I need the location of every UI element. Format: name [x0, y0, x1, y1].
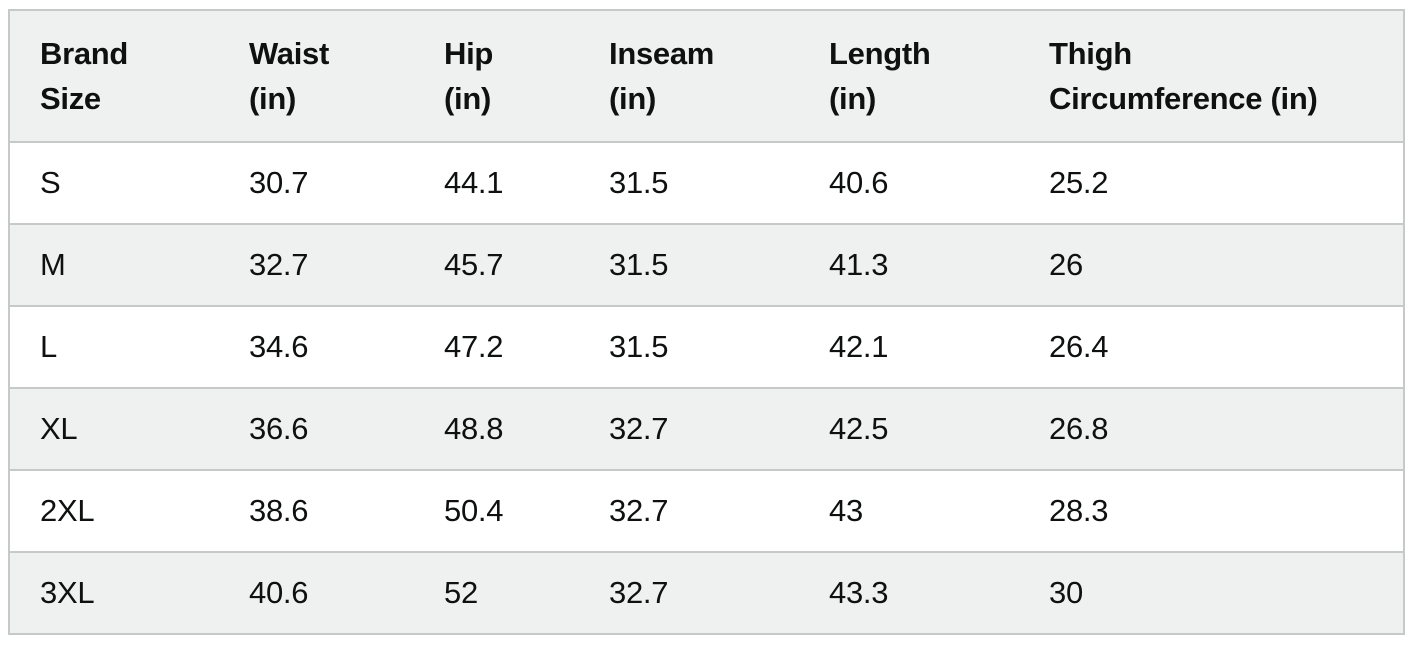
table-row-size-3xl: 3XL 40.6 52 32.7 43.3 30 — [9, 552, 1404, 634]
cell-hip: 47.2 — [444, 329, 504, 364]
cell-inseam: 31.5 — [609, 247, 669, 282]
cell-waist: 34.6 — [249, 329, 309, 364]
table-row-size-2xl: 2XL 38.6 50.4 32.7 43 28.3 — [9, 470, 1404, 552]
cell-length: 41.3 — [829, 247, 889, 282]
header-row: Brand Size Waist (in) Hip (in) Inseam (i… — [9, 10, 1404, 142]
cell-length: 40.6 — [829, 165, 889, 200]
cell-brand-size: S — [40, 165, 61, 200]
header-line: Length — [829, 36, 931, 71]
column-header-inseam: Inseam (in) — [579, 10, 799, 142]
cell-waist: 40.6 — [249, 575, 309, 610]
cell-inseam: 31.5 — [609, 329, 669, 364]
cell-hip: 44.1 — [444, 165, 504, 200]
column-header-length: Length (in) — [799, 10, 1019, 142]
cell-inseam: 31.5 — [609, 165, 669, 200]
cell-hip: 45.7 — [444, 247, 504, 282]
cell-hip: 48.8 — [444, 411, 504, 446]
header-line: (in) — [249, 81, 296, 116]
table-row-size-xl: XL 36.6 48.8 32.7 42.5 26.8 — [9, 388, 1404, 470]
cell-brand-size: XL — [40, 411, 78, 446]
cell-waist: 32.7 — [249, 247, 309, 282]
header-line: Size — [40, 81, 101, 116]
cell-thigh-circumference: 25.2 — [1049, 165, 1109, 200]
cell-waist: 38.6 — [249, 493, 309, 528]
cell-length: 43.3 — [829, 575, 889, 610]
header-line: (in) — [829, 81, 876, 116]
cell-hip: 50.4 — [444, 493, 504, 528]
cell-waist: 36.6 — [249, 411, 309, 446]
cell-length: 43 — [829, 493, 863, 528]
cell-brand-size: L — [40, 329, 57, 364]
table-row-size-m: M 32.7 45.7 31.5 41.3 26 — [9, 224, 1404, 306]
header-line: (in) — [444, 81, 491, 116]
header-line: Brand — [40, 36, 129, 71]
column-header-thigh-circumference: Thigh Circumference (in) — [1019, 10, 1404, 142]
cell-thigh-circumference: 28.3 — [1049, 493, 1109, 528]
column-header-hip: Hip (in) — [414, 10, 579, 142]
cell-waist: 30.7 — [249, 165, 309, 200]
cell-hip: 52 — [444, 575, 478, 610]
table-row-size-l: L 34.6 47.2 31.5 42.1 26.4 — [9, 306, 1404, 388]
table-row-size-s: S 30.7 44.1 31.5 40.6 25.2 — [9, 142, 1404, 224]
header-line: Hip — [444, 36, 494, 71]
column-header-waist: Waist (in) — [219, 10, 414, 142]
cell-inseam: 32.7 — [609, 411, 669, 446]
header-line: Circumference (in) — [1049, 81, 1318, 116]
cell-thigh-circumference: 30 — [1049, 575, 1083, 610]
cell-brand-size: 3XL — [40, 575, 95, 610]
column-header-brand-size: Brand Size — [9, 10, 219, 142]
cell-brand-size: 2XL — [40, 493, 95, 528]
cell-inseam: 32.7 — [609, 493, 669, 528]
cell-thigh-circumference: 26 — [1049, 247, 1083, 282]
cell-length: 42.1 — [829, 329, 889, 364]
cell-length: 42.5 — [829, 411, 889, 446]
header-line: (in) — [609, 81, 656, 116]
header-line: Thigh — [1049, 36, 1132, 71]
cell-thigh-circumference: 26.4 — [1049, 329, 1109, 364]
size-chart-table: Brand Size Waist (in) Hip (in) Inseam (i… — [8, 9, 1405, 635]
header-line: Inseam — [609, 36, 715, 71]
cell-inseam: 32.7 — [609, 575, 669, 610]
cell-brand-size: M — [40, 247, 66, 282]
header-line: Waist — [249, 36, 330, 71]
cell-thigh-circumference: 26.8 — [1049, 411, 1109, 446]
